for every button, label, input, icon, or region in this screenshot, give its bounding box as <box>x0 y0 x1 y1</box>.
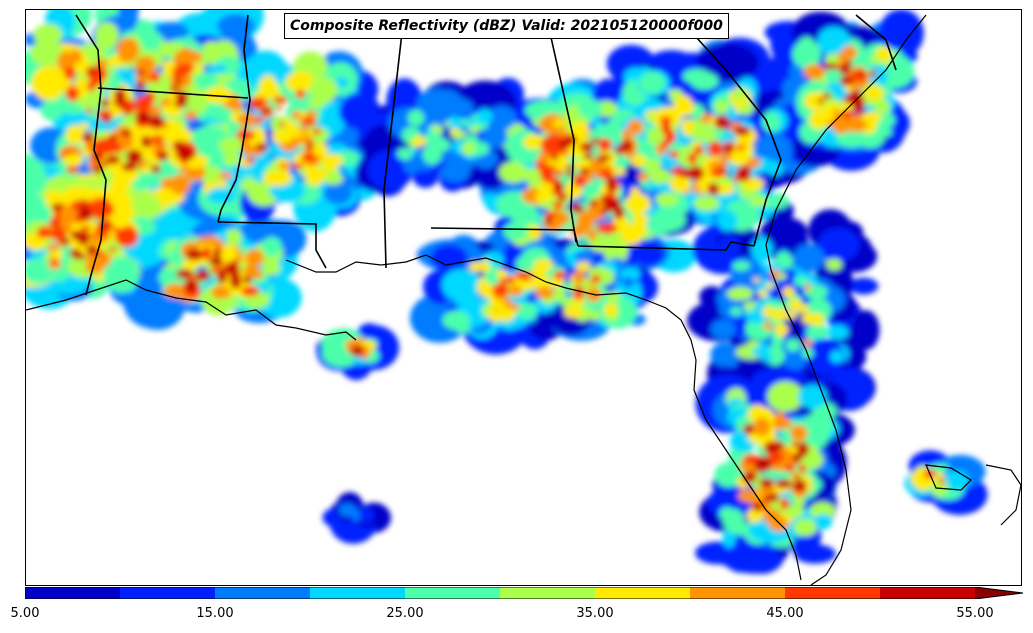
echo-layer <box>26 10 988 574</box>
map-title: Composite Reflectivity (dBZ) Valid: 2021… <box>284 13 729 39</box>
colorbar-segment <box>595 587 690 599</box>
colorbar-tick-label: 5.00 <box>10 606 40 621</box>
colorbar-segment <box>500 587 595 599</box>
reflectivity-field <box>26 10 1021 585</box>
colorbar-segment <box>25 587 120 599</box>
colorbar-segment <box>405 587 500 599</box>
colorbar-segment <box>310 587 405 599</box>
coastlines <box>26 14 1021 585</box>
colorbar-segment <box>785 587 880 599</box>
colorbar-tick-label: 25.00 <box>386 606 424 621</box>
colorbar <box>25 587 1024 599</box>
colorbar-tick-label: 55.00 <box>956 606 994 621</box>
colorbar-outline <box>25 587 1024 599</box>
colorbar-extend-arrow <box>975 587 1023 599</box>
colorbar-segment <box>690 587 785 599</box>
colorbar-segment <box>120 587 215 599</box>
colorbar-tick-label: 15.00 <box>196 606 234 621</box>
colorbar-tick-label: 45.00 <box>766 606 804 621</box>
radar-map <box>25 9 1022 586</box>
colorbar-segment <box>215 587 310 599</box>
colorbar-tick-label: 35.00 <box>576 606 614 621</box>
state-borders <box>75 14 897 296</box>
colorbar-segment <box>880 587 975 599</box>
